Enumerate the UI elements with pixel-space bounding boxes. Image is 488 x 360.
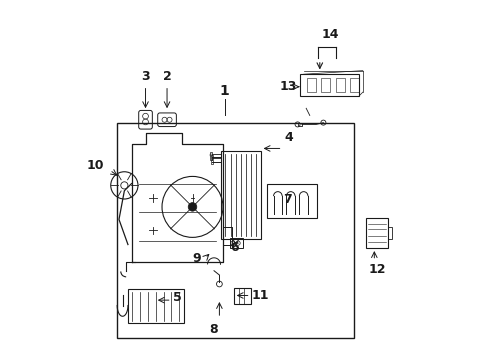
Text: 6: 6 xyxy=(230,241,238,254)
Text: 14: 14 xyxy=(321,28,339,41)
Text: 8: 8 xyxy=(209,323,218,337)
Text: 13: 13 xyxy=(279,80,296,93)
Bar xyxy=(233,288,250,304)
Text: 7: 7 xyxy=(283,193,291,206)
Bar xyxy=(366,218,387,248)
Bar xyxy=(230,238,242,248)
Bar xyxy=(387,226,391,239)
Bar xyxy=(349,78,359,92)
Bar xyxy=(300,74,359,96)
Bar xyxy=(221,151,260,239)
Text: 5: 5 xyxy=(172,291,181,304)
Text: 3: 3 xyxy=(141,70,149,83)
Bar xyxy=(211,154,213,159)
Text: 2: 2 xyxy=(163,70,171,83)
Text: 12: 12 xyxy=(367,263,385,276)
Text: 11: 11 xyxy=(251,289,268,302)
Bar xyxy=(210,154,212,156)
Bar xyxy=(128,289,183,323)
Bar xyxy=(321,78,329,92)
Text: 9: 9 xyxy=(192,252,201,265)
Text: 10: 10 xyxy=(86,159,104,172)
Bar xyxy=(266,184,317,218)
Text: 4: 4 xyxy=(284,131,292,144)
Bar xyxy=(211,160,213,164)
Bar xyxy=(306,78,315,92)
Bar xyxy=(117,123,353,338)
Text: 1: 1 xyxy=(220,84,229,98)
Bar xyxy=(210,152,212,160)
Bar xyxy=(335,78,344,92)
Circle shape xyxy=(188,203,196,211)
